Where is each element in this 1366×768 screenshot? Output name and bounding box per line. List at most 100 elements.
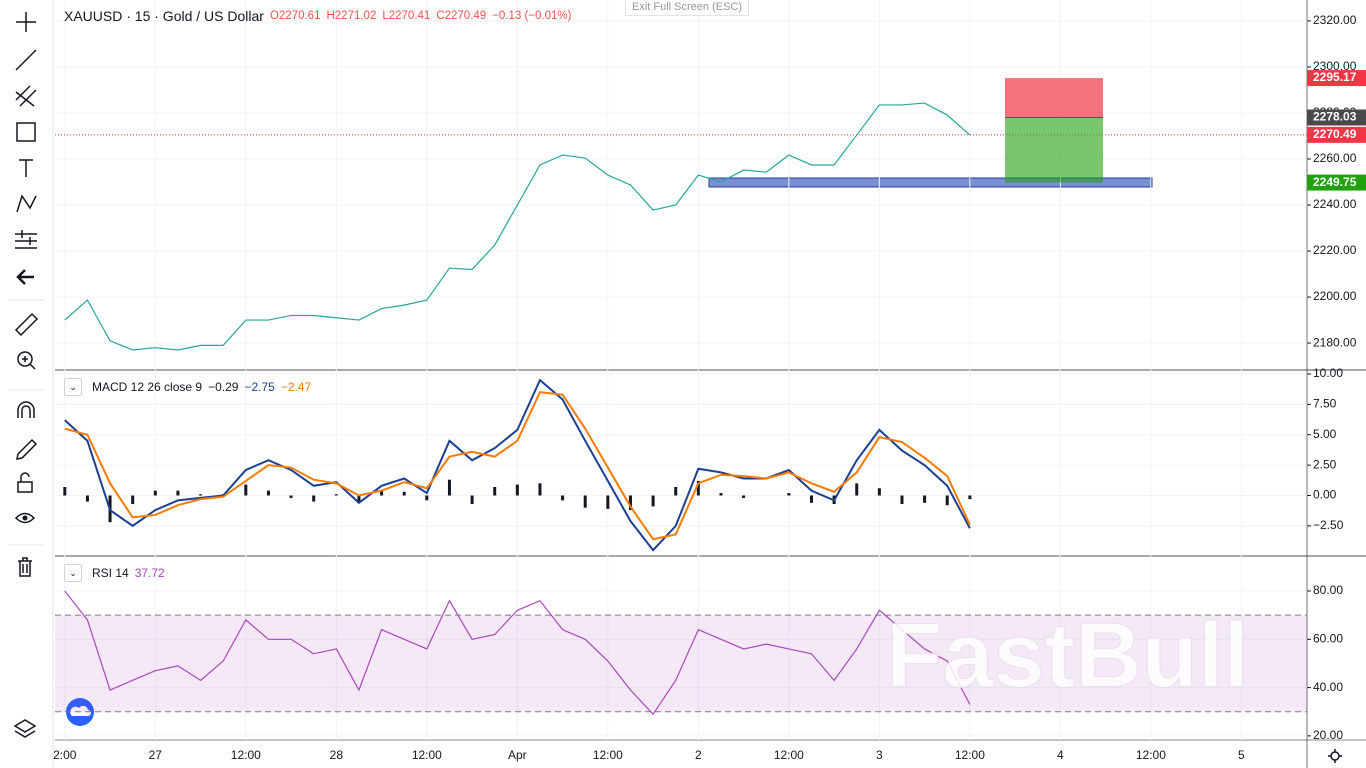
forecast-icon[interactable] [15,230,37,249]
histogram-bar [199,494,203,496]
collapse-button[interactable]: ⌄ [64,378,82,396]
crosshair-icon[interactable] [16,12,36,32]
histogram-bar [742,495,746,498]
exit-fullscreen[interactable]: Exit Full Screen (ESC) [625,0,749,16]
x-tick-label: 12:00 [231,748,261,762]
eye-pupil [22,515,28,521]
pattern-icon[interactable] [16,194,37,213]
magnet-icon[interactable] [17,401,35,418]
layers-icon[interactable] [13,719,37,738]
series-line [64,590,971,716]
trash-icon[interactable] [18,557,32,577]
shape-icon[interactable] [16,122,36,142]
price-label-box [1307,70,1366,87]
histogram-bar [447,479,451,496]
text-icon[interactable] [19,159,33,177]
x-tick-label: 12:00 [1136,748,1166,762]
y-tick-label: 5.00 [1313,427,1337,441]
histogram-bar [425,495,429,501]
watermark: FastBull [886,604,1249,706]
ohlc: O2270.61 [269,10,321,22]
histogram-bar [63,486,67,496]
toolbar [0,0,52,768]
x-tick-label: Apr [508,748,527,762]
histogram-bar [561,495,565,501]
ruler-icon[interactable] [14,312,39,337]
zone-rectangle[interactable] [708,177,1153,188]
price-label: 2270.49 [1313,127,1357,141]
price-label: 2249.75 [1313,175,1357,189]
eye-icon[interactable] [14,512,36,524]
zoom-icon-plus[interactable] [22,356,36,370]
macd-legend: ⌄ MACD 12 26 close 9 −0.29 −2.75 −2.47 [64,378,311,396]
y-tick-label: 2200.00 [1313,289,1357,303]
indicator-value: −2.47 [280,380,312,394]
y-tick-label: 80.00 [1313,583,1343,597]
y-tick-label: 2180.00 [1313,335,1357,349]
x-tick-label: 12:00 [955,748,985,762]
histogram-bar [402,491,406,496]
histogram-bar [809,495,813,503]
histogram-bar [266,490,270,496]
lock-shackle [20,472,30,482]
x-tick-label: 2:00 [53,748,77,762]
histogram-bar [923,495,927,503]
y-tick-label: 2240.00 [1313,197,1357,211]
y-tick-label: 40.00 [1313,680,1343,694]
fib-icon[interactable] [15,85,37,107]
cloud-icon [70,705,91,716]
ohlc: C2270.49 [436,10,487,22]
x-tick-label: 4 [1057,748,1064,762]
y-tick-label: 60.00 [1313,631,1343,645]
indicator-value: −0.29 [208,380,239,394]
settings-icon[interactable] [1328,749,1342,763]
histogram-bar [945,495,949,506]
histogram-bar [719,493,723,496]
draw-lock-icon[interactable] [16,438,38,460]
histogram-bar [380,490,384,496]
zoom-icon[interactable] [17,351,33,367]
collapse-button[interactable]: ⌄ [64,564,82,582]
trendline-icon[interactable] [15,49,37,71]
rsi-legend: ⌄ RSI 14 37.72 [64,564,165,582]
rsi-band [55,615,1307,712]
x-tick-label: 3 [876,748,883,762]
y-tick-label: −2.50 [1313,518,1344,532]
histogram-bar [515,484,519,496]
histogram-bar [334,494,338,496]
price-label: 2278.03 [1313,110,1357,124]
ohlc: H2271.02 [326,10,377,22]
change: −0.13 (−0.01%) [492,10,572,22]
series-line [64,102,971,351]
x-tick-label: 5 [1238,748,1245,762]
histogram-bar [900,495,904,505]
toolbar-icons[interactable] [8,12,1342,763]
y-tick-label: 7.50 [1313,397,1337,411]
lock-icon[interactable] [17,481,33,493]
histogram-bar [787,493,791,496]
series-line [64,391,971,541]
y-tick-label: 2320.00 [1313,13,1357,27]
settings-icon-ring[interactable] [1330,751,1340,761]
stop-zone [1005,78,1103,118]
histogram-bar [674,486,678,496]
histogram-bar [538,483,542,496]
histogram-bar [470,495,474,505]
histogram-bar [176,490,180,496]
y-tick-label: 0.00 [1313,488,1337,502]
x-tick-label: 28 [330,748,344,762]
y-tick-label: 2300.00 [1313,59,1357,73]
x-tick-label: 12:00 [774,748,804,762]
back-icon[interactable] [16,269,34,285]
histogram-bar [244,484,248,496]
histogram-bar [968,495,972,500]
x-tick-label: 12:00 [593,748,623,762]
y-tick-label: 20.00 [1313,728,1343,742]
indicator-title: MACD 12 26 close 9 [92,380,203,394]
price-label-box [1307,109,1366,126]
histogram-bar [583,495,587,508]
price-label-box [1307,126,1366,143]
histogram-bar [651,495,655,507]
y-tick-label: 2220.00 [1313,243,1357,257]
